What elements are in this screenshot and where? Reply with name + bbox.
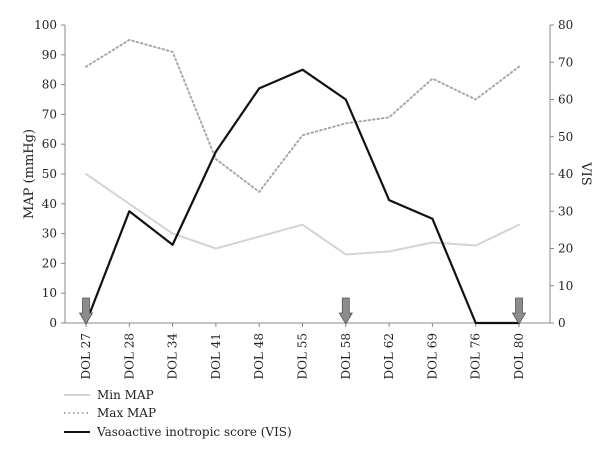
x-tick-label: DOL 80 xyxy=(512,333,526,380)
left-tick-label: 40 xyxy=(42,197,57,211)
x-tick-label: DOL 48 xyxy=(252,333,266,380)
arrow-markers xyxy=(78,297,527,325)
y2-axis-title: VIS xyxy=(578,161,593,185)
right-tick-label: 50 xyxy=(558,130,573,144)
right-tick-label: 60 xyxy=(558,93,573,107)
x-tick-label: DOL 69 xyxy=(425,333,439,380)
right-tick-label: 70 xyxy=(558,55,573,69)
legend: Min MAP Max MAP Vasoactive inotropic score… xyxy=(64,388,292,439)
right-tick-label: 40 xyxy=(558,167,573,181)
x-tick-label: DOL 41 xyxy=(209,333,223,380)
left-tick-label: 60 xyxy=(42,137,57,151)
left-tick-label: 70 xyxy=(42,107,57,121)
legend-label: Max MAP xyxy=(97,406,156,420)
x-tick-label: DOL 62 xyxy=(382,333,396,380)
arrow-marker xyxy=(511,297,527,325)
right-tick-label: 30 xyxy=(558,204,573,218)
series-line-vis xyxy=(84,68,521,325)
left-tick-label: 50 xyxy=(42,167,57,181)
axes: 0 10 20 30 40 50 60 70 80 90 100 0 10 20 30 40 50 60 70 80 D… xyxy=(22,18,593,380)
left-tick-label: 0 xyxy=(49,316,57,330)
x-tick-label: DOL 28 xyxy=(122,333,136,380)
right-tick-label: 20 xyxy=(558,242,573,256)
x-tick-label: DOL 58 xyxy=(339,333,353,380)
left-tick-label: 20 xyxy=(42,256,57,270)
left-tick-label: 30 xyxy=(42,227,57,241)
x-tick-label: DOL 27 xyxy=(79,333,93,380)
left-tick-label: 10 xyxy=(42,286,57,300)
x-tick-label: DOL 76 xyxy=(469,333,483,380)
right-tick-label: 80 xyxy=(558,18,573,32)
legend-label: Min MAP xyxy=(97,388,154,402)
x-tick-label: DOL 55 xyxy=(296,333,310,380)
right-tick-label: 10 xyxy=(558,279,573,293)
x-tick-label: DOL 34 xyxy=(166,333,180,380)
series-lines xyxy=(84,38,521,325)
left-tick-label: 90 xyxy=(42,48,57,62)
arrow-marker xyxy=(78,297,94,325)
y-axis-title: MAP (mmHg) xyxy=(22,129,37,219)
legend-label: Vasoactive inotropic score (VIS) xyxy=(96,425,292,439)
left-tick-label: 100 xyxy=(34,18,57,32)
series-line-min-map xyxy=(85,173,520,256)
series-line-max-map xyxy=(85,38,520,193)
arrow-marker xyxy=(338,297,354,325)
left-tick-label: 80 xyxy=(42,78,57,92)
right-tick-label: 0 xyxy=(558,316,566,330)
